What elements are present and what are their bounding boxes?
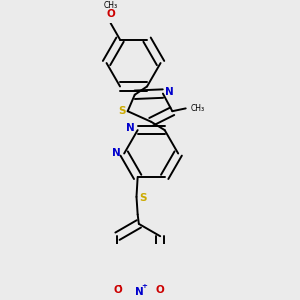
Text: S: S xyxy=(118,106,126,116)
Text: N: N xyxy=(112,148,121,158)
Text: O: O xyxy=(106,9,115,19)
Text: S: S xyxy=(140,193,147,202)
Text: N: N xyxy=(135,287,144,297)
Text: O: O xyxy=(155,285,164,296)
Text: O: O xyxy=(114,285,122,296)
Text: N: N xyxy=(126,123,135,133)
Text: CH₃: CH₃ xyxy=(191,104,205,113)
Text: N: N xyxy=(165,87,174,97)
Text: +: + xyxy=(141,283,147,289)
Text: -: - xyxy=(118,282,122,291)
Text: CH₃: CH₃ xyxy=(103,1,118,10)
